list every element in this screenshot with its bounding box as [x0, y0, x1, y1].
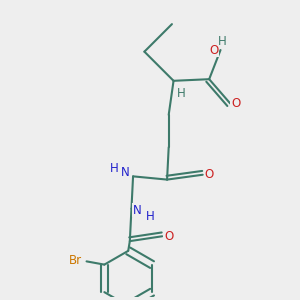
Text: O: O	[205, 168, 214, 181]
Text: N: N	[133, 204, 142, 217]
Text: O: O	[231, 97, 240, 110]
Text: H: H	[110, 163, 119, 176]
Text: Br: Br	[69, 254, 82, 267]
Text: H: H	[218, 35, 226, 48]
Text: O: O	[209, 44, 219, 56]
Text: H: H	[176, 87, 185, 100]
Text: H: H	[146, 210, 155, 223]
Text: N: N	[121, 166, 130, 179]
Text: O: O	[164, 230, 173, 243]
